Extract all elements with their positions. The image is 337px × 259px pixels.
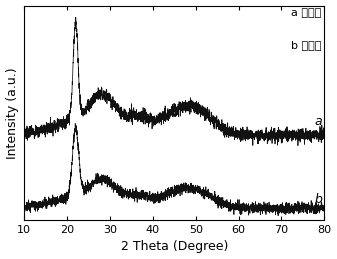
Y-axis label: Intensity (a.u.): Intensity (a.u.) bbox=[5, 67, 19, 159]
Text: a: a bbox=[315, 115, 322, 128]
Text: b: b bbox=[314, 193, 322, 206]
Text: a 微米花: a 微米花 bbox=[291, 8, 321, 18]
Text: b 微米球: b 微米球 bbox=[291, 40, 321, 50]
X-axis label: 2 Theta (Degree): 2 Theta (Degree) bbox=[121, 240, 228, 254]
